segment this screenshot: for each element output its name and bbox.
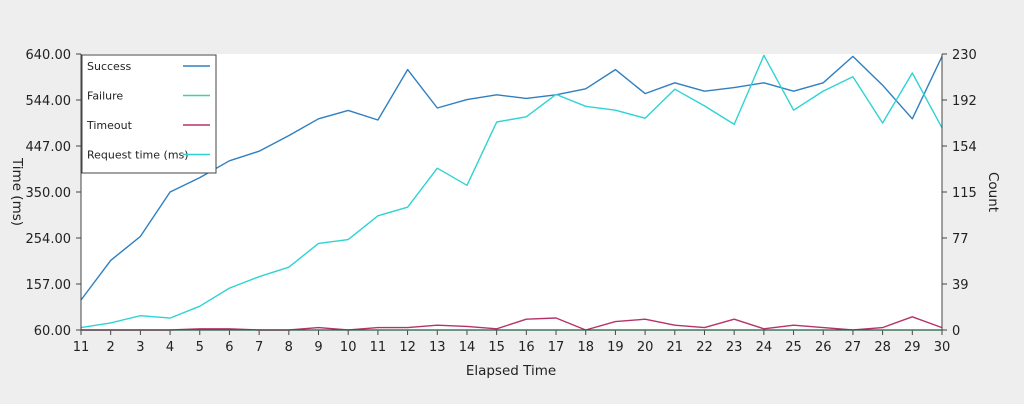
x-axis-title: Elapsed Time <box>466 363 556 379</box>
y2-tick-label: 0 <box>952 324 960 339</box>
x-tick-label: 23 <box>726 340 743 355</box>
x-tick-label: 28 <box>874 340 891 355</box>
left-axis-ticks: 60.00 157.00 254.00 350.00 447.00 544.00 640.0… <box>26 48 81 339</box>
plot-area <box>81 54 942 330</box>
x-tick-label: 11 <box>73 340 90 355</box>
x-tick-label: 22 <box>696 340 713 355</box>
x-tick-label: 21 <box>667 340 684 355</box>
x-tick-label: 9 <box>314 340 322 355</box>
y-tick-label: 544.00 <box>26 94 72 109</box>
x-tick-label: 10 <box>340 340 357 355</box>
y2-tick-label: 230 <box>952 48 977 63</box>
x-tick-label: 12 <box>399 340 416 355</box>
y-tick-label: 254.00 <box>26 232 72 247</box>
x-tick-label: 15 <box>488 340 505 355</box>
x-tick-label: 25 <box>785 340 802 355</box>
x-tick-label: 5 <box>196 340 204 355</box>
x-tick-label: 4 <box>166 340 174 355</box>
x-tick-label: 6 <box>225 340 233 355</box>
x-tick-label: 17 <box>548 340 565 355</box>
x-tick-label: 7 <box>255 340 263 355</box>
series-line-timeout <box>81 316 943 331</box>
x-tick-label: 26 <box>815 340 832 355</box>
x-tick-label: 20 <box>637 340 654 355</box>
legend-label-request-time-ms: Request time (ms) <box>87 149 189 162</box>
x-tick-label: 16 <box>518 340 535 355</box>
x-tick-label: 29 <box>904 340 921 355</box>
x-tick-label: 30 <box>934 340 951 355</box>
y-tick-label: 640.00 <box>26 48 72 63</box>
series-line-success <box>80 55 943 301</box>
x-tick-label: 8 <box>285 340 293 355</box>
x-tick-label: 11 <box>370 340 387 355</box>
legend-label-success: Success <box>87 60 132 73</box>
x-tick-label: 3 <box>136 340 144 355</box>
series-line-request-time-ms <box>80 54 943 329</box>
x-tick-label: 18 <box>577 340 594 355</box>
y2-tick-label: 154 <box>952 140 977 155</box>
y2-tick-label: 192 <box>952 94 977 109</box>
y2-tick-label: 115 <box>952 186 977 201</box>
legend-box <box>81 54 217 174</box>
x-tick-label: 2 <box>107 340 115 355</box>
legend: Success Failure Timeout Request time (ms) <box>81 54 217 174</box>
right-axis-ticks: 0 39 77 115 154 192 230 <box>942 48 977 339</box>
y2-axis-title: Count <box>985 172 1001 212</box>
y-tick-label: 60.00 <box>34 324 71 339</box>
x-axis-ticks: 11 2 3 4 5 6 7 8 9 10 11 12 13 14 15 16 17 18 19 20 21 22 23 24… <box>73 330 951 355</box>
y2-tick-label: 39 <box>952 278 969 293</box>
y-tick-label: 350.00 <box>26 186 72 201</box>
x-tick-label: 14 <box>459 340 476 355</box>
x-tick-label: 27 <box>845 340 862 355</box>
x-tick-label: 24 <box>756 340 773 355</box>
y2-tick-label: 77 <box>952 232 969 247</box>
x-tick-label: 19 <box>607 340 624 355</box>
y-tick-label: 447.00 <box>26 140 72 155</box>
y-axis-title: Time (ms) <box>9 157 25 226</box>
legend-label-failure: Failure <box>87 90 123 103</box>
y-tick-label: 157.00 <box>26 278 72 293</box>
legend-label-timeout: Timeout <box>86 119 133 132</box>
x-tick-label: 13 <box>429 340 446 355</box>
